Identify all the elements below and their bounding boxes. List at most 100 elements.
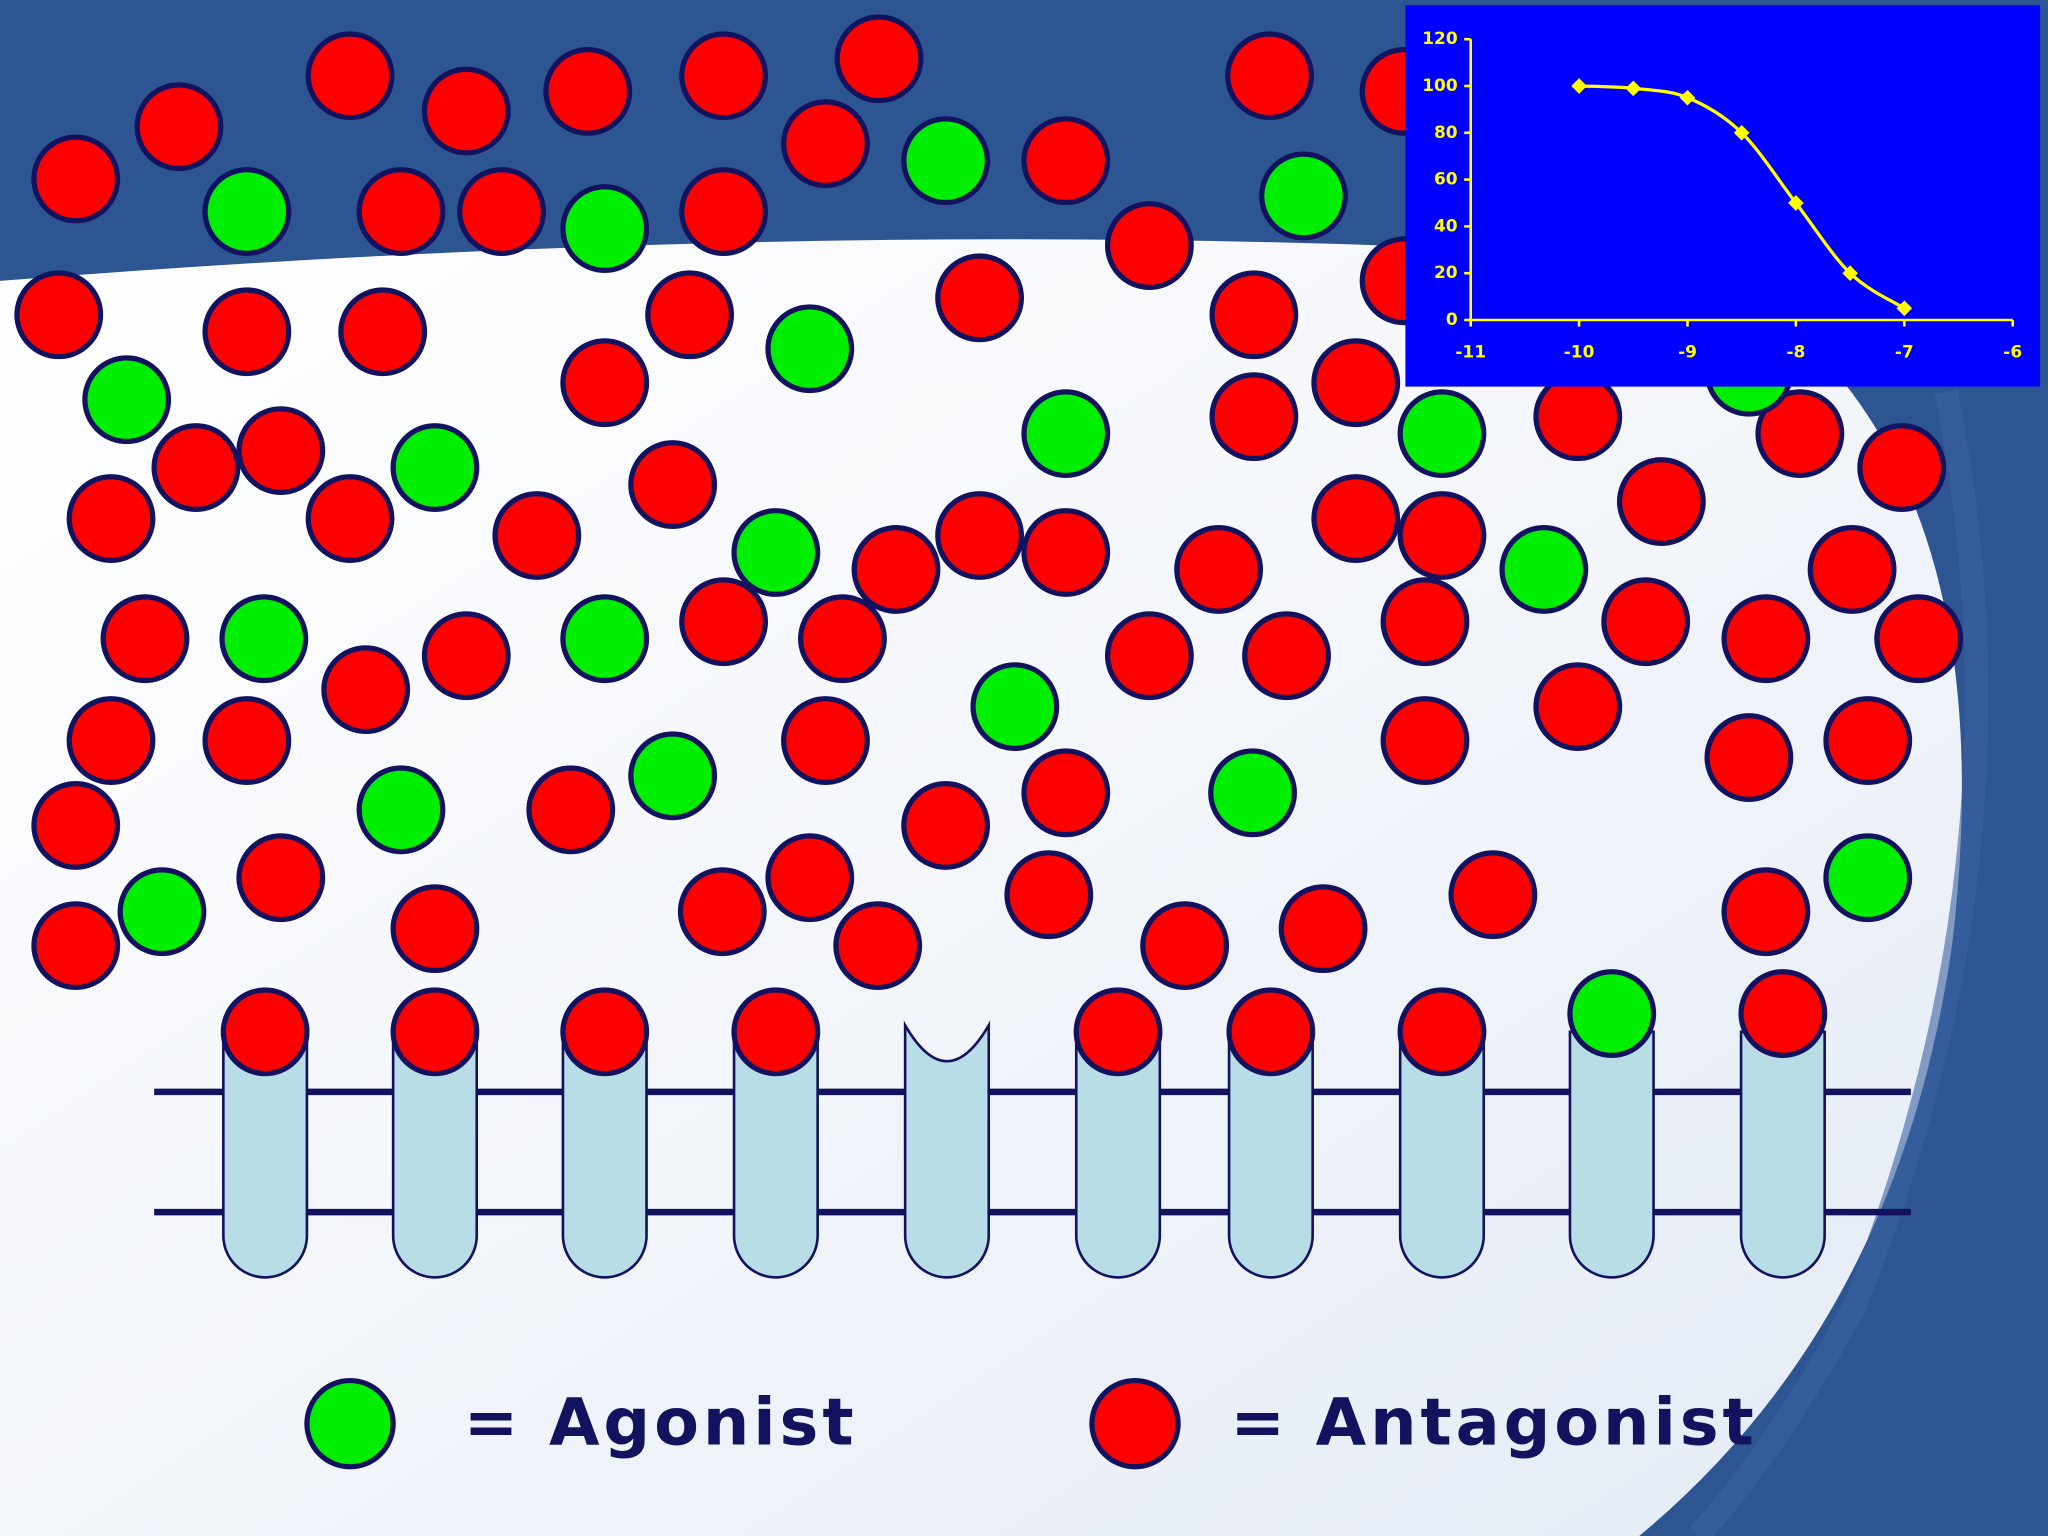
- antagonist-molecule: [1874, 594, 1964, 684]
- antagonist-molecule: [66, 474, 156, 563]
- antagonist-molecule: [834, 14, 924, 104]
- antagonist-molecule: [1823, 696, 1913, 785]
- antagonist-swatch: [1089, 1377, 1181, 1470]
- bound-antagonist: [1397, 987, 1487, 1077]
- agonist-molecule: [1021, 389, 1111, 479]
- antagonist-molecule: [1616, 457, 1706, 546]
- antagonist-molecule: [1278, 884, 1368, 974]
- receptor: [391, 1030, 479, 1279]
- antagonist-molecule: [100, 594, 190, 684]
- y-tick-label: 60: [1434, 170, 1458, 190]
- x-tick-label: -10: [1564, 343, 1595, 363]
- agonist-molecule: [1823, 833, 1913, 923]
- x-tick-label: -11: [1455, 343, 1486, 363]
- y-tick-label: 40: [1434, 216, 1458, 236]
- membrane: [154, 969, 1911, 1279]
- agonist-molecule: [970, 662, 1060, 752]
- antagonist-molecule: [1209, 372, 1299, 462]
- agonist-molecule: [1259, 151, 1348, 241]
- agonist-molecule: [356, 765, 446, 855]
- agonist-molecule: [560, 184, 650, 273]
- antagonist-molecule: [679, 31, 768, 121]
- agonist-molecule: [1208, 748, 1297, 838]
- antagonist-molecule: [457, 167, 546, 256]
- bound-antagonist: [560, 987, 650, 1077]
- antagonist-molecule: [645, 270, 735, 360]
- agonist-molecule: [202, 167, 292, 256]
- antagonist-molecule: [1021, 748, 1111, 838]
- antagonist-molecule: [1104, 611, 1194, 701]
- x-tick-label: -7: [1895, 343, 1914, 363]
- antagonist-molecule: [305, 31, 395, 121]
- receptor: [1227, 1030, 1314, 1279]
- agonist-molecule: [390, 423, 480, 512]
- antagonist-molecule: [1601, 577, 1691, 667]
- antagonist-molecule: [134, 82, 224, 172]
- receptor: [1398, 1030, 1486, 1279]
- antagonist-molecule: [1380, 696, 1470, 785]
- series-marker: [1571, 78, 1587, 94]
- antagonist-molecule: [798, 594, 887, 684]
- antagonist-molecule: [338, 287, 428, 377]
- agonist-molecule: [765, 304, 855, 394]
- bound-antagonist: [1073, 987, 1163, 1077]
- antagonist-molecule: [1380, 577, 1470, 667]
- antagonist-molecule: [833, 901, 923, 991]
- bound-antagonist: [1738, 969, 1828, 1058]
- receptor: [732, 1030, 819, 1279]
- x-tick-label: -9: [1678, 343, 1697, 363]
- x-tick-label: -8: [1786, 343, 1805, 363]
- receptor: [222, 1030, 309, 1279]
- antagonist-molecule: [236, 833, 326, 923]
- agonist-molecule: [901, 116, 991, 206]
- antagonist-molecule: [901, 781, 991, 870]
- antagonist-molecule: [1209, 270, 1299, 360]
- antagonist-molecule: [935, 491, 1024, 580]
- y-tick-label: 120: [1422, 29, 1457, 49]
- antagonist-molecule: [679, 167, 768, 256]
- antagonist-molecule: [1857, 423, 1947, 512]
- chart-background: [1405, 5, 2041, 387]
- bound-antagonist: [1226, 987, 1316, 1077]
- antagonist-molecule: [66, 696, 156, 785]
- antagonist-molecule: [1721, 594, 1811, 684]
- antagonist-molecule: [1807, 525, 1897, 614]
- antagonist-molecule: [14, 270, 104, 360]
- y-tick-label: 100: [1422, 76, 1457, 96]
- legend-antagonist: = Antagonist: [1230, 1384, 1757, 1460]
- antagonist-molecule: [1021, 116, 1111, 206]
- bound-antagonist: [731, 987, 821, 1077]
- antagonist-molecule: [31, 781, 121, 870]
- bound-antagonist: [220, 987, 310, 1077]
- agonist-molecule: [560, 594, 650, 684]
- antagonist-molecule: [1311, 338, 1401, 428]
- antagonist-molecule: [202, 287, 292, 377]
- series-marker: [1733, 124, 1750, 141]
- agonist-molecule: [731, 508, 821, 597]
- inset-chart: 0 20 40 60 80 100 120 -11 -10 -9 -8 -7 -6: [1405, 5, 2041, 387]
- antagonist-molecule: [1174, 525, 1264, 614]
- bound-antagonist: [390, 987, 480, 1077]
- antagonist-molecule: [1104, 201, 1194, 290]
- antagonist-molecule: [1533, 372, 1623, 462]
- antagonist-molecule: [1397, 491, 1487, 580]
- legend-agonist: = Agonist: [464, 1384, 858, 1460]
- agonist-molecule: [628, 731, 718, 821]
- decor-curve: [1689, 389, 1989, 1536]
- antagonist-molecule: [935, 253, 1024, 343]
- series-marker: [1788, 195, 1804, 211]
- antagonist-molecule: [321, 645, 411, 735]
- antagonist-molecule: [421, 66, 511, 156]
- antagonist-molecule: [526, 765, 616, 855]
- antagonist-molecule: [390, 884, 480, 974]
- antagonist-molecule: [1021, 508, 1111, 597]
- agonist-molecule: [82, 355, 172, 445]
- antagonist-molecule: [421, 611, 511, 701]
- agonist-molecule: [117, 867, 207, 957]
- antagonist-molecule: [492, 491, 582, 580]
- antagonist-molecule: [31, 134, 121, 224]
- antagonist-molecule: [1704, 713, 1794, 802]
- antagonist-molecule: [1448, 850, 1538, 940]
- receptor: [1568, 1030, 1655, 1279]
